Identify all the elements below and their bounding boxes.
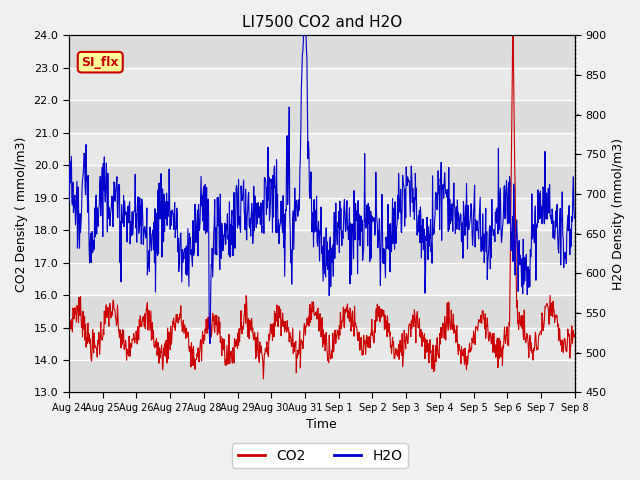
Bar	[69, 100, 575, 133]
X-axis label: Time: Time	[307, 419, 337, 432]
Title: LI7500 CO2 and H2O: LI7500 CO2 and H2O	[242, 15, 402, 30]
Text: SI_flx: SI_flx	[81, 56, 119, 69]
Bar	[69, 295, 575, 327]
Bar	[69, 263, 575, 295]
Bar	[69, 198, 575, 230]
Legend: CO2, H2O: CO2, H2O	[232, 443, 408, 468]
Bar	[69, 327, 575, 360]
Bar	[69, 360, 575, 393]
Bar	[69, 68, 575, 100]
Y-axis label: H2O Density (mmol/m3): H2O Density (mmol/m3)	[612, 138, 625, 290]
Bar	[69, 230, 575, 263]
Bar	[69, 36, 575, 68]
Bar	[69, 133, 575, 165]
Bar	[69, 165, 575, 198]
Y-axis label: CO2 Density ( mmol/m3): CO2 Density ( mmol/m3)	[15, 136, 28, 291]
